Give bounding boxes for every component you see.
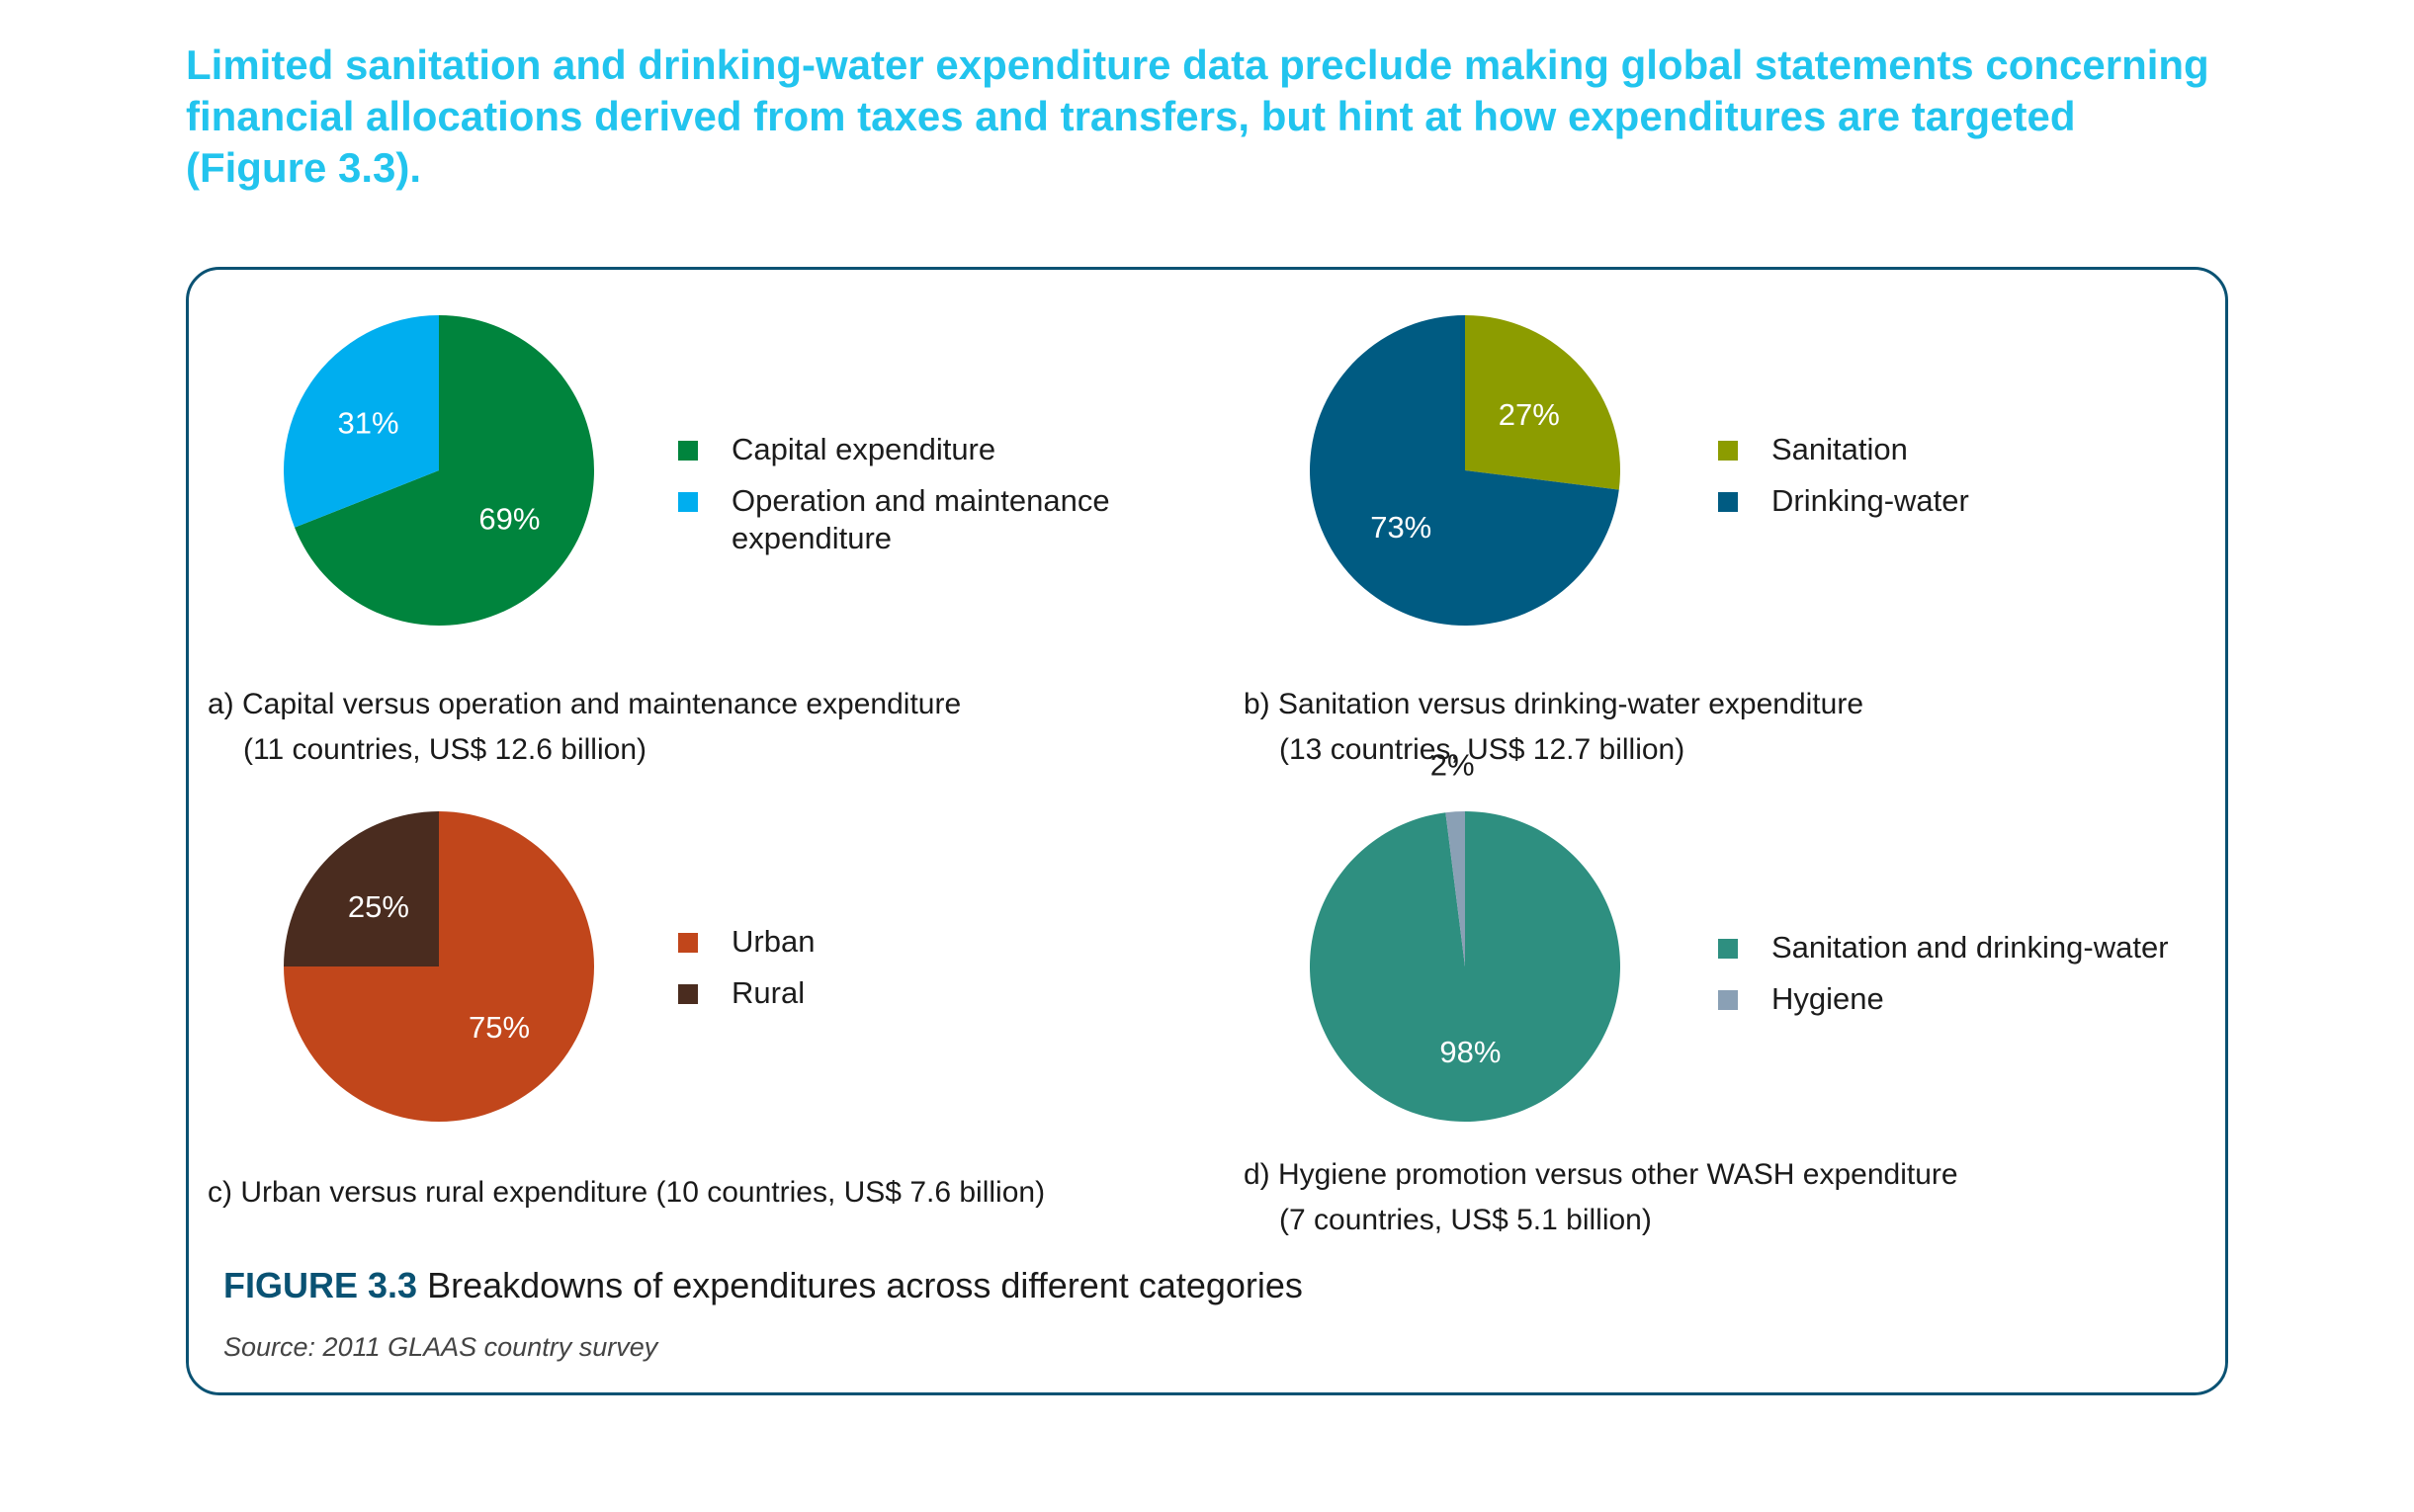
- chart-caption-1: a) Capital versus operation and maintena…: [208, 682, 961, 773]
- legend-label: Sanitation: [1771, 432, 1908, 466]
- legend-swatch: [1718, 990, 1738, 1010]
- legend-item: Sanitation and drinking-water: [1718, 929, 2169, 966]
- legend-label: Capital expenditure: [732, 432, 996, 466]
- pie-value-label: 98%: [1439, 1035, 1501, 1069]
- caption-main: c) Urban versus rural expenditure (10 co…: [208, 1176, 1046, 1209]
- legend-label: Rural: [732, 975, 806, 1010]
- legend-swatch: [1718, 939, 1738, 959]
- legend-label: Sanitation and drinking-water: [1771, 930, 2169, 965]
- figure-frame: [186, 267, 2228, 1395]
- caption-sub: (7 countries, US$ 5.1 billion): [1279, 1204, 1652, 1236]
- caption-main: b) Sanitation versus drinking-water expe…: [1244, 688, 1863, 720]
- pie-slice-sanitation: [1465, 315, 1620, 490]
- pie-slice-drinking-water: [1310, 315, 1619, 626]
- legend-label: Hygiene: [1771, 981, 1884, 1016]
- pie-slice-capital-expenditure: [295, 315, 594, 626]
- pie-value-label: 73%: [1370, 510, 1431, 545]
- legend-item: Hygiene: [1718, 980, 2169, 1018]
- pie-chart-2: 27% 73%: [1310, 315, 1620, 626]
- legend-label: Drinking-water: [1771, 483, 1969, 518]
- legend-item: Capital expenditure: [678, 431, 1110, 468]
- caption-main: d) Hygiene promotion versus other WASH e…: [1244, 1158, 1958, 1191]
- legend-label: expenditure: [732, 521, 893, 555]
- legend-item: Operation and maintenance expenditure: [678, 482, 1110, 557]
- legend-item: Rural: [678, 974, 815, 1012]
- pie-slice-operation-and-maintenance-expenditure: [284, 315, 439, 528]
- figure-source: Source: 2011 GLAAS country survey: [223, 1332, 658, 1362]
- pie-chart-4: 98% 2%: [1310, 752, 1620, 1122]
- caption-main: a) Capital versus operation and maintena…: [208, 688, 962, 720]
- caption-sub: (13 countries, US$ 12.7 billion): [1279, 733, 1685, 766]
- pie-value-label: 27%: [1499, 397, 1560, 432]
- legend-label: Urban: [732, 924, 816, 959]
- figure-title-text: Breakdowns of expenditures across differ…: [427, 1265, 1303, 1305]
- legend-swatch: [1718, 441, 1738, 461]
- legend-swatch: [678, 984, 698, 1004]
- figure-title: FIGURE 3.3 Breakdowns of expenditures ac…: [223, 1265, 1303, 1306]
- figure-label: FIGURE 3.3: [223, 1265, 418, 1305]
- pie-slice-hygiene: [1445, 811, 1465, 966]
- intro-heading: Limited sanitation and drinking-water ex…: [186, 42, 2209, 191]
- pie-value-label: 2%: [1430, 752, 1475, 782]
- legend-2: Sanitation Drinking-water: [1718, 431, 1969, 534]
- legend-label: Operation and maintenance: [732, 483, 1110, 518]
- pie-chart-3: 75% 25%: [284, 811, 594, 1122]
- chart-caption-4: d) Hygiene promotion versus other WASH e…: [1244, 1152, 1958, 1243]
- legend-item: Drinking-water: [1718, 482, 1969, 520]
- legend-item: Urban: [678, 923, 815, 961]
- pie-value-label: 69%: [478, 502, 540, 537]
- caption-sub: (11 countries, US$ 12.6 billion): [243, 733, 647, 766]
- legend-swatch: [1718, 492, 1738, 512]
- legend-swatch: [678, 933, 698, 953]
- chart-caption-2: b) Sanitation versus drinking-water expe…: [1244, 682, 1863, 773]
- legend-swatch: [678, 492, 698, 512]
- pie-value-label: 25%: [348, 889, 409, 924]
- legend-3: Urban Rural: [678, 923, 815, 1026]
- pie-value-label: 75%: [469, 1010, 530, 1045]
- chart-caption-3: c) Urban versus rural expenditure (10 co…: [208, 1170, 1045, 1216]
- legend-1: Capital expenditure Operation and mainten…: [678, 431, 1110, 571]
- legend-swatch: [678, 441, 698, 461]
- pie-chart-1: 69% 31%: [284, 315, 594, 626]
- pie-value-label: 31%: [338, 405, 399, 440]
- pie-slice-rural: [284, 811, 439, 966]
- legend-4: Sanitation and drinking-water Hygiene: [1718, 929, 2169, 1032]
- legend-item: Sanitation: [1718, 431, 1969, 468]
